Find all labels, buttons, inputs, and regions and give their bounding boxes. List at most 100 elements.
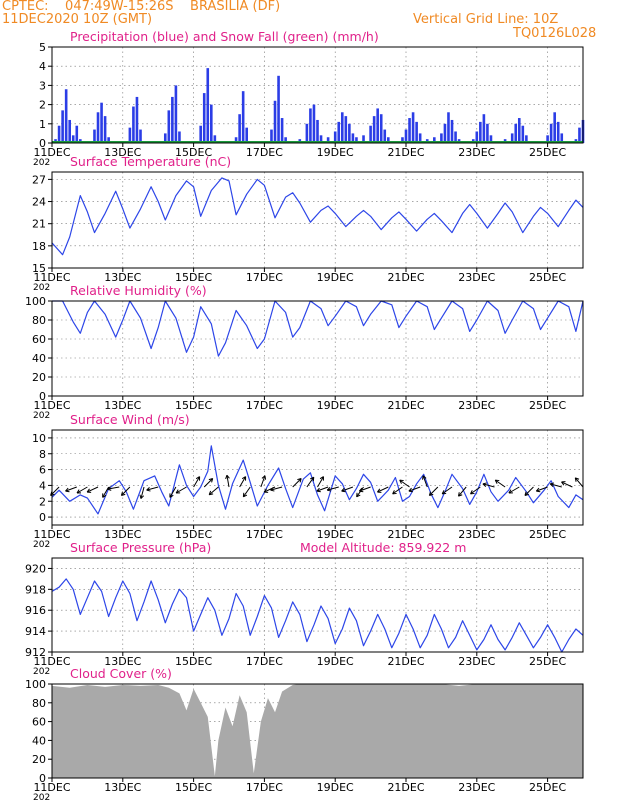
precip-bar (489, 135, 493, 143)
panel-annotation: Model Altitude: 859.922 m (300, 540, 466, 555)
header-model-code: TQ0126L028 (513, 26, 597, 41)
precip-bar (171, 96, 174, 143)
precip-bar (383, 129, 387, 143)
wind-vector (316, 486, 329, 492)
y-tick-label: 2 (39, 99, 46, 112)
wind-vector-head (146, 486, 151, 492)
precip-bar (525, 135, 528, 143)
precip-bar (319, 135, 323, 143)
precip-bar (517, 118, 521, 143)
precip-bar (510, 133, 514, 143)
wind-vector-head (261, 475, 267, 480)
precip-bar (61, 110, 64, 143)
x-tick-label: 23DEC (458, 271, 495, 284)
precip-bar (107, 137, 110, 143)
wind-vector-head (86, 488, 92, 493)
wind-vector-head (341, 487, 346, 493)
precip-bar (213, 135, 217, 143)
precip-bar (68, 119, 71, 143)
precip-bar (210, 104, 213, 143)
wind-vector (574, 477, 584, 488)
y-tick-label: 4 (39, 479, 46, 492)
precip-bar (316, 119, 319, 143)
wind-vector (508, 486, 520, 494)
wind-vector (226, 475, 230, 488)
wind-vector (392, 486, 403, 495)
wind-vector (429, 486, 439, 496)
x-tick-label: 25DEC (529, 781, 566, 794)
panel-frame (51, 300, 584, 397)
y-tick-label: 20 (32, 371, 46, 384)
wind-vector-head (524, 491, 529, 496)
precip-bar (340, 112, 344, 143)
y-tick-label: 1 (39, 118, 46, 131)
x-tick-label: 23DEC (458, 146, 495, 159)
precip-bar (344, 116, 348, 143)
x-tick-label: 13DEC (104, 781, 141, 794)
x-tick-label: 19DEC (317, 781, 354, 794)
wind-vector-head (574, 477, 580, 482)
precip-bar (486, 123, 489, 143)
series-line (52, 300, 584, 357)
precip-bar (404, 129, 408, 143)
y-tick-label: 8 (39, 448, 46, 461)
wind-vector-head (76, 489, 82, 494)
y-tick-label: 15 (32, 262, 46, 275)
precip-bar (167, 110, 171, 143)
wind-vector-head (561, 481, 566, 486)
precip-bar (514, 123, 518, 143)
x-tick-label: 11DEC (33, 399, 70, 412)
wind-vector-head (309, 476, 315, 482)
wind-vector-head (175, 489, 181, 494)
wind-vector (327, 486, 339, 491)
y-tick-label: 20 (32, 753, 46, 766)
wind-vector (193, 476, 201, 488)
wind-vector-head (316, 487, 321, 493)
wind-vector (408, 486, 421, 492)
wind-vector-head (241, 476, 247, 481)
y-tick-label: 80 (32, 697, 46, 710)
x-tick-label: 11DEC (33, 781, 70, 794)
header-location: CPTEC: 047:49W-15:26S BRASILIA (DF) (2, 0, 281, 14)
wind-vector (260, 475, 266, 488)
wind-vector-head (195, 476, 201, 481)
precip-bar (64, 89, 68, 143)
y-tick-label: 920 (25, 562, 46, 575)
precip-bar (241, 91, 245, 143)
wind-vector-head (494, 479, 500, 484)
wind-vector (356, 486, 364, 498)
panel-frame (51, 171, 584, 269)
precip-bar (238, 114, 241, 143)
x-tick-label: 25DEC (529, 528, 566, 541)
cloud-cover-area (52, 684, 583, 778)
wind-vector (203, 478, 214, 488)
y-tick-label: 6 (39, 464, 46, 477)
x-tick-label: 19DEC (317, 146, 354, 159)
wind-vector (169, 486, 177, 498)
precip-bar (199, 125, 202, 143)
y-tick-label: 914 (25, 625, 46, 638)
panel-title: Precipitation (blue) and Snow Fall (gree… (70, 29, 379, 44)
x-axis-stub-label: 202 (33, 540, 50, 550)
wind-vector (317, 476, 324, 488)
panel-title: Cloud Cover (%) (70, 666, 172, 681)
precip-bar (96, 112, 100, 143)
wind-vector (175, 486, 187, 494)
y-tick-label: 0 (39, 511, 46, 524)
x-tick-label: 21DEC (387, 399, 424, 412)
precip-bar (128, 127, 132, 143)
wind-vector (495, 479, 506, 488)
precip-bar (139, 129, 142, 143)
precip-bar (309, 108, 312, 143)
panel-title: Surface Wind (m/s) (70, 412, 190, 427)
wind-vector-head (356, 492, 361, 498)
precip-bar (479, 121, 482, 143)
x-tick-label: 19DEC (317, 655, 354, 668)
wind-vector-head (399, 479, 404, 484)
x-tick-label: 15DEC (175, 146, 212, 159)
panel-frame (51, 46, 584, 144)
x-tick-label: 13DEC (104, 271, 141, 284)
x-tick-label: 21DEC (387, 528, 424, 541)
precip-bar (333, 131, 337, 143)
y-tick-label: 21 (32, 218, 46, 231)
